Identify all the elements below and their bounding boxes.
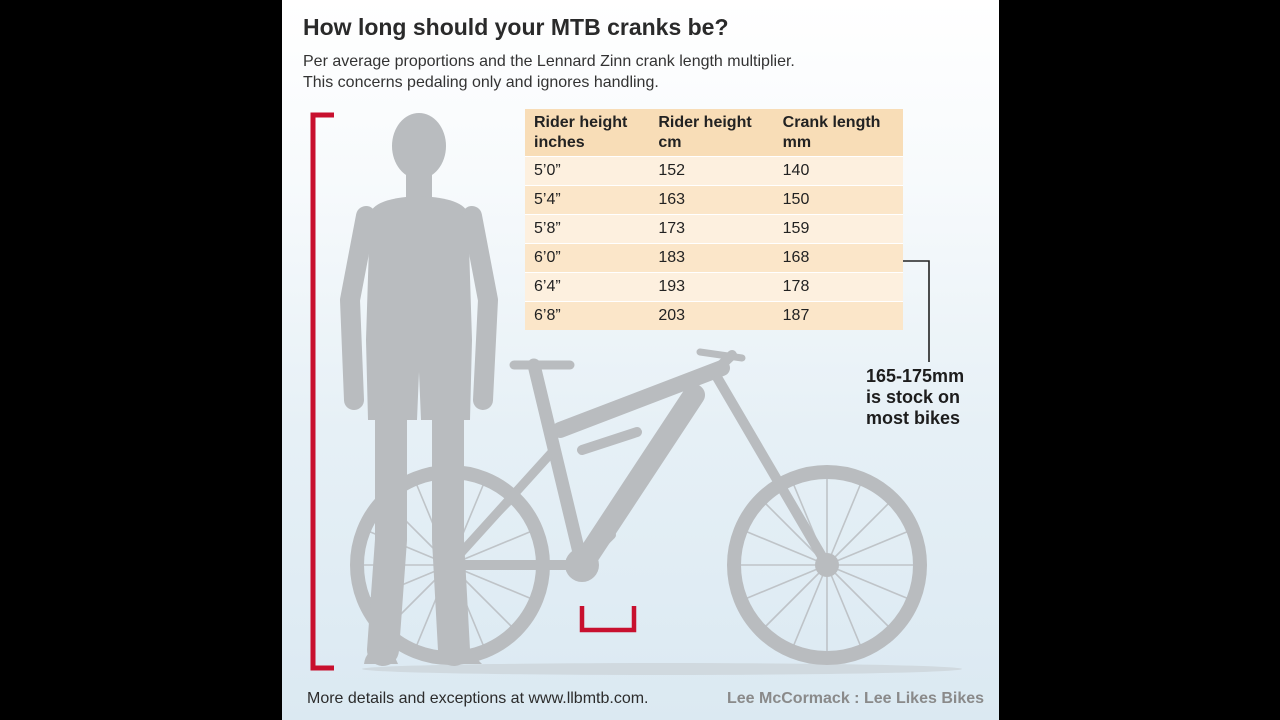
header-inches: Rider height inches	[525, 109, 650, 157]
cell-inches: 6’4”	[525, 272, 650, 302]
right-arm	[462, 206, 498, 410]
infographic-card: How long should your MTB cranks be? Per …	[282, 0, 999, 720]
footer-details-link[interactable]: More details and exceptions at www.llbmt…	[307, 690, 649, 707]
down-tube	[571, 384, 705, 576]
cell-cm: 152	[649, 156, 774, 186]
cell-crank: 168	[773, 243, 903, 273]
left-leg	[367, 404, 407, 666]
cell-inches: 6’0”	[525, 243, 650, 273]
page-title: How long should your MTB cranks be?	[303, 14, 729, 40]
cell-inches: 6’8”	[525, 301, 650, 330]
callout-line-2: is stock on	[866, 387, 961, 407]
ground-shadow	[362, 663, 962, 675]
crank-bracket	[579, 606, 637, 633]
cell-crank: 140	[773, 156, 903, 186]
subtitle-line-1: Per average proportions and the Lennard …	[303, 53, 795, 70]
cell-crank: 150	[773, 185, 903, 215]
cell-inches: 5’0”	[525, 156, 650, 186]
cell-crank: 187	[773, 301, 903, 330]
callout-line-1: 165-175mm	[866, 366, 965, 386]
cell-cm: 203	[649, 301, 774, 330]
crank-arm	[578, 531, 616, 569]
cell-crank: 178	[773, 272, 903, 302]
top-tube	[552, 360, 730, 438]
table-row: 6’8” 203 187	[525, 301, 903, 330]
right-leg	[432, 404, 470, 666]
cell-crank: 159	[773, 214, 903, 244]
callout-line-3: most bikes	[866, 408, 961, 428]
table-row: 6’0” 183 168	[525, 243, 903, 273]
right-shoe	[442, 647, 482, 664]
table-header-row: Rider height inches Rider height cm Crank …	[525, 109, 903, 157]
height-bracket	[310, 112, 334, 671]
seatstay	[445, 445, 559, 570]
rider-silhouette-icon	[340, 113, 498, 666]
cell-inches: 5’8”	[525, 214, 650, 244]
table-row: 5’0” 152 140	[525, 156, 903, 186]
table-row: 5’4” 163 150	[525, 185, 903, 215]
header-cm: Rider height cm	[649, 109, 774, 157]
table-row: 5’8” 173 159	[525, 214, 903, 244]
left-arm	[340, 206, 376, 410]
cell-cm: 193	[649, 272, 774, 302]
hips	[366, 340, 472, 420]
front-wheel-icon	[727, 465, 927, 665]
footer-credit: Lee McCormack : Lee Likes Bikes	[727, 690, 985, 707]
shock	[577, 427, 642, 455]
handlebar	[696, 348, 746, 362]
cell-cm: 183	[649, 243, 774, 273]
header-crank: Crank length mm	[773, 109, 903, 157]
left-shoe	[364, 646, 398, 664]
seat-tube	[527, 358, 589, 572]
cell-cm: 173	[649, 214, 774, 244]
fork	[709, 367, 832, 570]
stock-crank-callout: 165-175mm is stock on most bikes	[866, 366, 964, 429]
cell-inches: 5’4”	[525, 185, 650, 215]
torso	[366, 196, 472, 340]
table-row: 6’4” 193 178	[525, 272, 903, 302]
crank-length-table: Rider height inches Rider height cm Crank …	[525, 109, 903, 330]
illustration	[310, 112, 962, 675]
subtitle-line-2: This concerns pedaling only and ignores …	[303, 74, 659, 91]
head	[392, 113, 446, 179]
cell-cm: 163	[649, 185, 774, 215]
